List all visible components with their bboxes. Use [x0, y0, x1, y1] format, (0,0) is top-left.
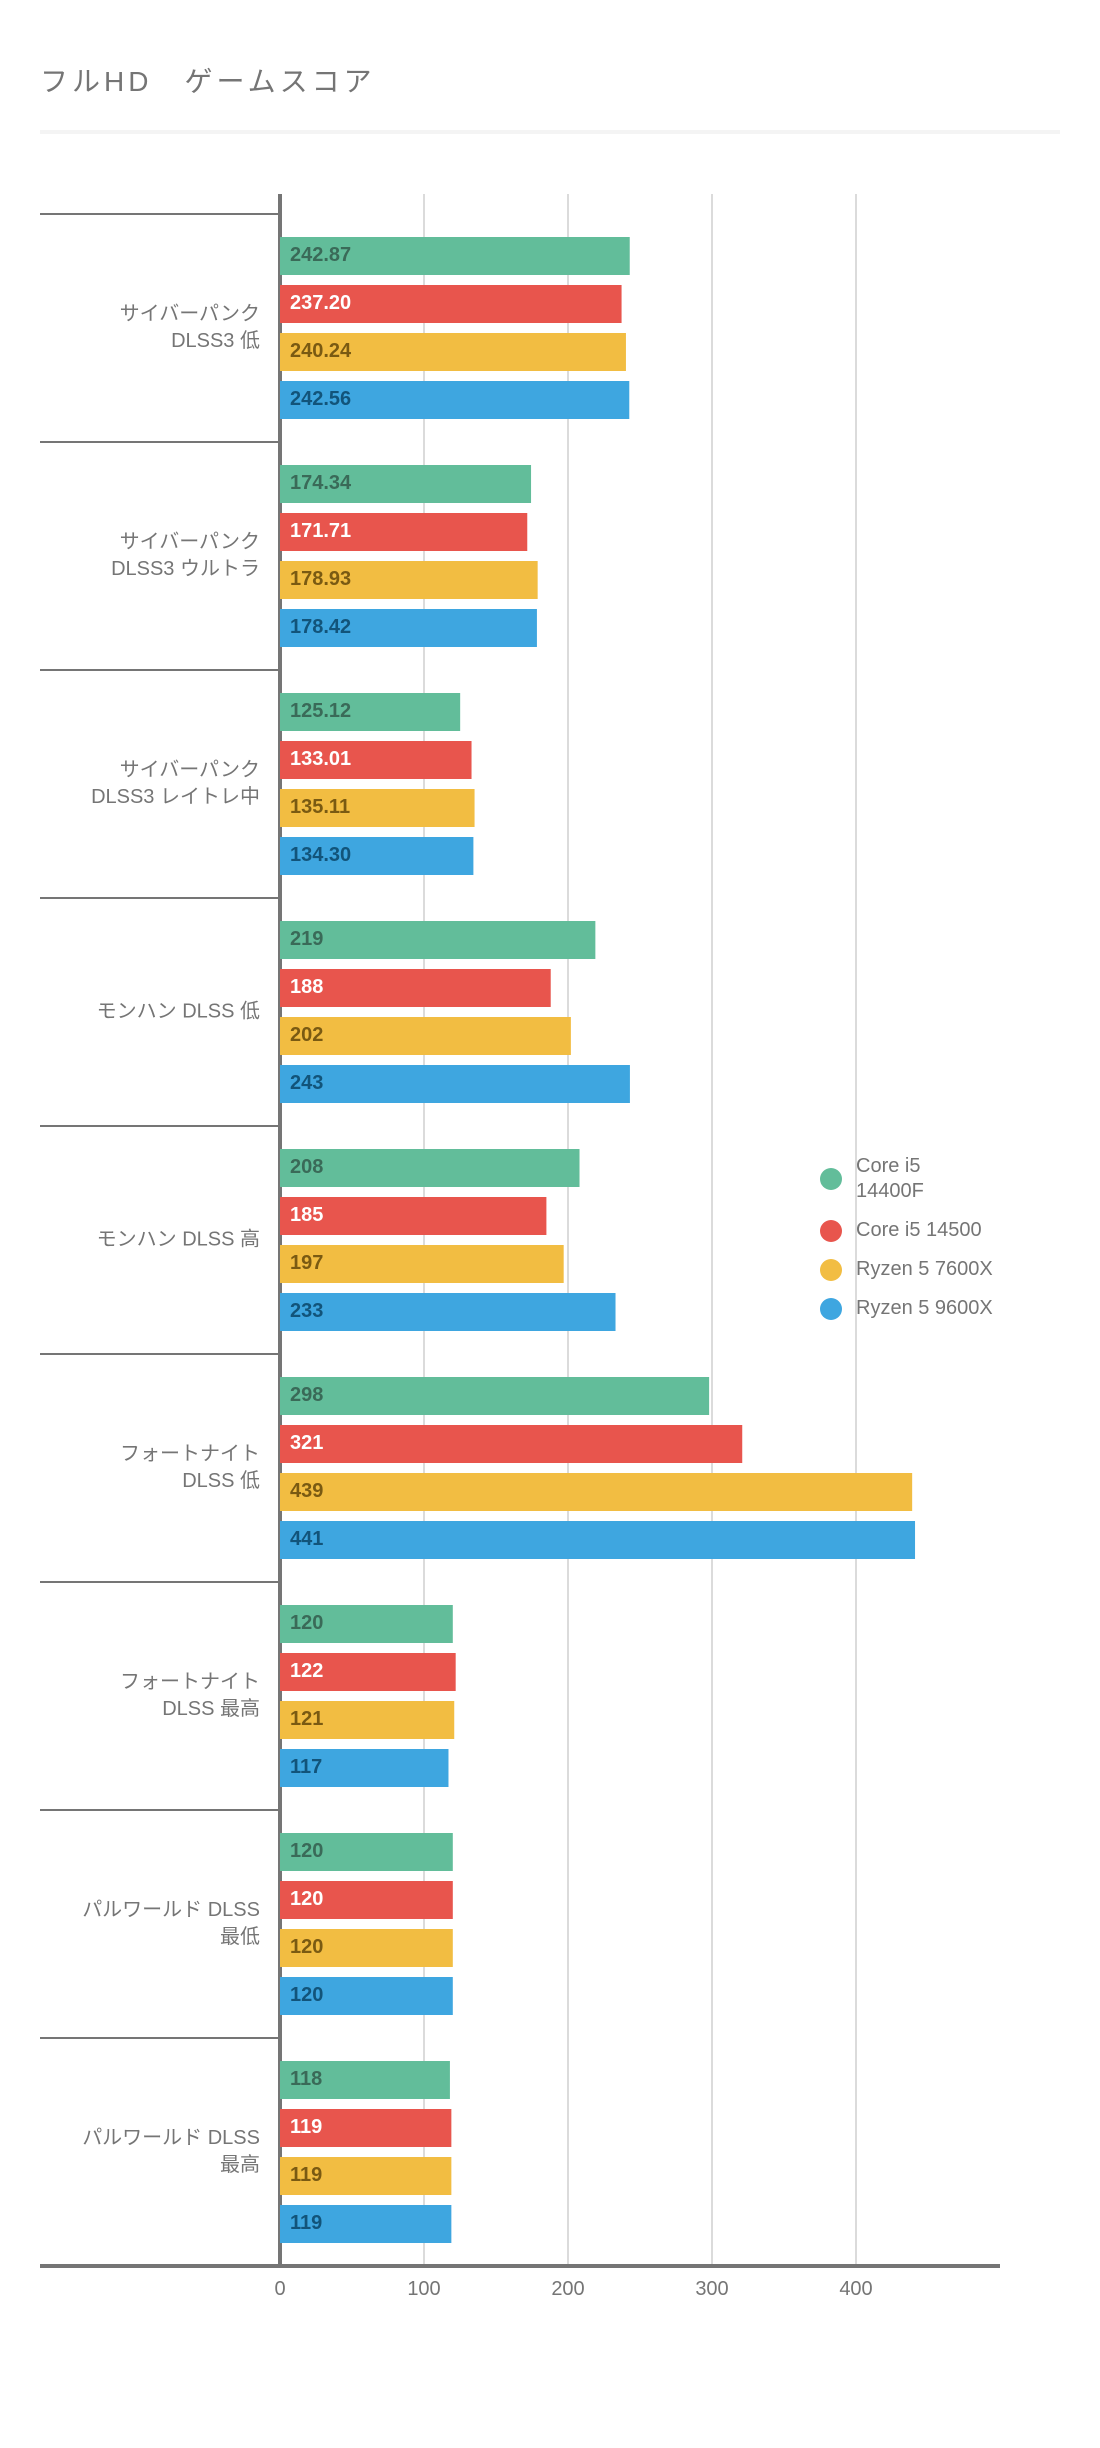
bar-value-label: 178.42 [290, 616, 351, 639]
bar-value-label: 243 [290, 1072, 323, 1095]
bar-value-label: 242.56 [290, 388, 351, 411]
bar-value-label: 119 [290, 2164, 322, 2187]
bar-value-label: 188 [290, 976, 323, 999]
legend-dot-icon [820, 1220, 842, 1242]
bar-value-label: 197 [290, 1252, 323, 1275]
bar-value-label: 120 [290, 1888, 323, 1911]
bar-value-label: 185 [290, 1204, 323, 1227]
bar-value-label: 125.12 [290, 700, 351, 723]
category-label: モンハン DLSS 高 [40, 1227, 260, 1254]
bar-value-label: 133.01 [290, 748, 351, 771]
bar-value-label: 121 [290, 1708, 323, 1731]
plot-area: 0 100 200 300 400 サイバーパンク DLSS3 低 242.87 237.20… [40, 184, 1060, 2364]
legend-label: Ryzen 5 7600X [856, 1257, 993, 1282]
bar [280, 1521, 915, 1559]
legend-dot-icon [820, 1259, 842, 1281]
bar-value-label: 120 [290, 1936, 323, 1959]
bar-value-label: 219 [290, 928, 323, 951]
bar-value-label: 441 [290, 1528, 323, 1551]
game-score-chart: フルHD ゲームスコア 0 100 200 300 400 サイバーパンク DLSS3 低… [0, 0, 1100, 2364]
bar-value-label: 171.71 [290, 520, 351, 543]
bar [280, 1149, 580, 1187]
bar-value-label: 202 [290, 1024, 323, 1047]
legend-item: Ryzen 5 7600X [820, 1257, 993, 1282]
legend: Core i5 14400F Core i5 14500 Ryzen 5 7600X… [820, 1154, 993, 1335]
x-tick-label: 300 [695, 2278, 728, 2301]
category-label: パルワールド DLSS 最低 [40, 1897, 260, 1951]
bar-value-label: 178.93 [290, 568, 351, 591]
bar-value-label: 439 [290, 1480, 323, 1503]
legend-label: Ryzen 5 9600X [856, 1296, 993, 1321]
bar [280, 921, 595, 959]
bar [280, 1473, 912, 1511]
category-label: フォートナイト DLSS 最高 [40, 1669, 260, 1723]
legend-item: Core i5 14400F [820, 1154, 993, 1204]
x-tick-label: 200 [551, 2278, 584, 2301]
legend-item: Core i5 14500 [820, 1218, 993, 1243]
legend-label: Core i5 14500 [856, 1218, 982, 1243]
bar-value-label: 120 [290, 1612, 323, 1635]
legend-item: Ryzen 5 9600X [820, 1296, 993, 1321]
category-label: モンハン DLSS 低 [40, 999, 260, 1026]
bar [280, 1377, 709, 1415]
category-label: フォートナイト DLSS 低 [40, 1441, 260, 1495]
bar-value-label: 233 [290, 1300, 323, 1323]
bar-value-label: 242.87 [290, 244, 351, 267]
bar-value-label: 117 [290, 1756, 322, 1779]
bar-value-label: 174.34 [290, 472, 351, 495]
bar [280, 1017, 571, 1055]
legend-label: Core i5 14400F [856, 1154, 924, 1204]
bar [280, 1293, 616, 1331]
legend-dot-icon [820, 1168, 842, 1190]
bar-value-label: 321 [290, 1432, 323, 1455]
category-label: サイバーパンク DLSS3 ウルトラ [40, 529, 260, 583]
bar [280, 1065, 630, 1103]
title-underline [40, 130, 1060, 134]
bar-value-label: 298 [290, 1384, 323, 1407]
bar-value-label: 118 [290, 2068, 322, 2091]
category-label: サイバーパンク DLSS3 レイトレ中 [40, 757, 260, 811]
bar-value-label: 208 [290, 1156, 323, 1179]
bar-value-label: 119 [290, 2116, 322, 2139]
legend-dot-icon [820, 1298, 842, 1320]
bar-value-label: 237.20 [290, 292, 351, 315]
bar-value-label: 240.24 [290, 340, 351, 363]
x-tick-label: 0 [274, 2278, 285, 2301]
bar-value-label: 134.30 [290, 844, 351, 867]
bar-value-label: 122 [290, 1660, 323, 1683]
chart-title: フルHD ゲームスコア [0, 0, 1100, 130]
x-tick-label: 100 [407, 2278, 440, 2301]
bar-value-label: 120 [290, 1840, 323, 1863]
x-tick-label: 400 [839, 2278, 872, 2301]
bar-value-label: 120 [290, 1984, 323, 2007]
bar-value-label: 135.11 [290, 796, 350, 819]
bar-value-label: 119 [290, 2212, 322, 2235]
category-label: パルワールド DLSS 最高 [40, 2125, 260, 2179]
category-label: サイバーパンク DLSS3 低 [40, 301, 260, 355]
bar [280, 1425, 742, 1463]
